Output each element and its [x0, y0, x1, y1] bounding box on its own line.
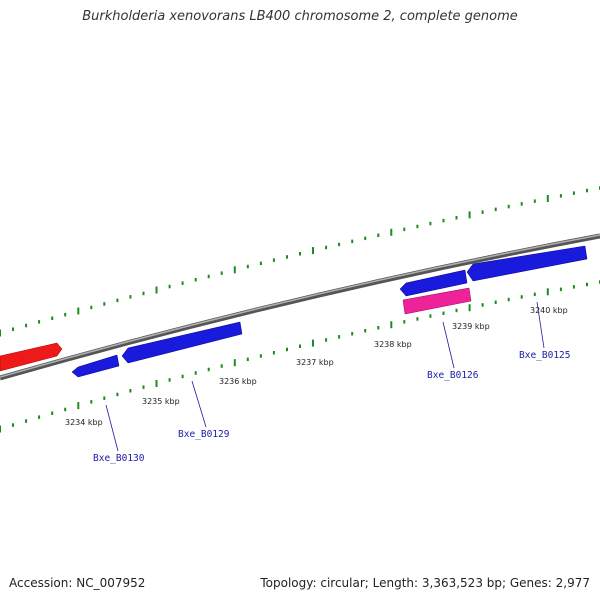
gene-leader-lines: [105, 301, 545, 452]
chromosome-backbone-highlight: [0, 234, 600, 378]
gene-red[interactable]: [0, 342, 63, 372]
kbp-label: 3236 kbp: [219, 377, 257, 386]
gene-label-Bxe_B0129[interactable]: Bxe_B0129: [178, 429, 230, 440]
chromosome-backbone: [0, 233, 600, 381]
kbp-label: 3240 kbp: [530, 306, 568, 315]
gene-features: [0, 245, 588, 378]
gene-Bxe_B0127[interactable]: [399, 269, 468, 297]
map-title: Burkholderia xenovorans LB400 chromosome…: [82, 9, 518, 24]
kbp-label: 3239 kbp: [452, 322, 490, 331]
kbp-label: 3235 kbp: [142, 397, 180, 406]
gene-label-Bxe_B0125[interactable]: Bxe_B0125: [519, 350, 570, 361]
kbp-labels: 3234 kbp 3235 kbp 3236 kbp 3237 kbp 3238…: [65, 306, 568, 427]
kbp-label: 3237 kbp: [296, 358, 334, 367]
gene-label-Bxe_B0126[interactable]: Bxe_B0126: [427, 370, 479, 381]
gene-Bxe_B0125[interactable]: [466, 245, 588, 282]
gene-Bxe_B0126[interactable]: [402, 287, 472, 315]
kbp-label: 3234 kbp: [65, 418, 103, 427]
gene-Bxe_B0130[interactable]: [71, 354, 120, 378]
gene-labels: Bxe_B0130 Bxe_B0129 Bxe_B0126 Bxe_B0125: [93, 350, 570, 464]
outer-tick-track: [0, 186, 600, 337]
kbp-label: 3238 kbp: [374, 340, 412, 349]
inner-tick-track: [0, 280, 600, 433]
genome-summary-text: Topology: circular; Length: 3,363,523 bp…: [260, 576, 590, 590]
gene-label-Bxe_B0130[interactable]: Bxe_B0130: [93, 453, 145, 464]
gene-Bxe_B0129[interactable]: [121, 321, 243, 364]
accession-text: Accession: NC_007952: [9, 576, 146, 590]
